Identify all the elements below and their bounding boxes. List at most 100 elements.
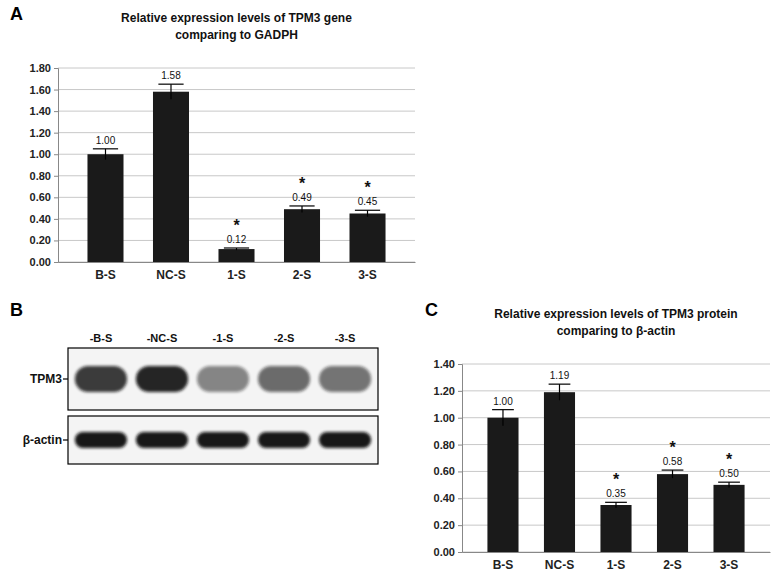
panel-label: B <box>10 300 23 320</box>
tick-mark <box>458 471 462 472</box>
tick-mark <box>54 133 58 134</box>
tick: NC-S <box>156 262 185 282</box>
tick-mark <box>54 154 58 155</box>
tick: 0.60 <box>434 465 462 477</box>
error-stem <box>367 210 368 216</box>
blot-band <box>258 366 310 392</box>
blot-band <box>319 432 371 448</box>
blot-band <box>258 432 310 448</box>
y-axis: 0.000.200.400.600.801.001.201.401.601.80 <box>30 62 59 268</box>
bar <box>284 209 320 262</box>
tick: 1.00 <box>30 148 58 160</box>
significance-mark: * <box>726 451 733 468</box>
chart-title: comparing to β-actin <box>557 324 676 338</box>
grid-line <box>58 132 415 133</box>
data-label: 1.00 <box>96 135 116 146</box>
chart-title: Relative expression levels of TPM3 prote… <box>494 307 737 321</box>
error-stem <box>615 502 616 507</box>
tick: 0.80 <box>30 170 58 182</box>
error-stem <box>728 482 729 487</box>
error-cap <box>549 384 571 385</box>
data-label: 1.19 <box>550 370 570 381</box>
tick: 1.40 <box>434 358 462 370</box>
significance-mark: * <box>613 471 620 488</box>
blot-strip <box>68 416 378 464</box>
row-label: β-actin <box>23 433 62 447</box>
error-bar <box>158 84 183 99</box>
error-cap <box>718 482 740 483</box>
x-axis: B-SNC-S1-S2-S3-S <box>59 262 416 282</box>
tick-label: 1.20 <box>434 385 455 397</box>
data-label: 0.49 <box>292 192 312 203</box>
blot-strip <box>68 348 378 410</box>
error-stem <box>559 384 560 400</box>
tick: 2-S <box>293 262 312 282</box>
tick: B-S <box>493 552 514 572</box>
blot-band <box>75 432 127 448</box>
bar <box>87 154 123 262</box>
data-label: 1.58 <box>161 70 181 81</box>
tick-mark <box>458 364 462 365</box>
tick-label: B-S <box>493 558 514 572</box>
tick: 1.20 <box>434 385 462 397</box>
error-bar <box>93 149 118 160</box>
bar <box>544 392 575 552</box>
tick: 1.60 <box>30 84 58 96</box>
significance-mark: * <box>233 217 240 234</box>
error-bar <box>355 210 380 216</box>
tick-label: NC-S <box>156 268 185 282</box>
blot-band <box>136 366 188 392</box>
figure: 0.00 0.20 0.40 0.60 0.80 1.00 1.20 1.40 1.60 1.80… <box>0 0 780 576</box>
y-axis: 0.00 0.20 0.40 0.60 0.80 1.00 1.20 1.40 <box>434 358 463 558</box>
error-stem <box>170 84 171 99</box>
tick-mark <box>54 68 58 69</box>
chart-title: Relative expression levels of TPM3 gene <box>121 11 352 25</box>
tick: 0.60 <box>30 191 58 203</box>
grid-line <box>462 364 770 365</box>
error-bar <box>718 482 740 487</box>
error-bar <box>549 384 571 400</box>
lane-label: -NC-S <box>147 332 178 344</box>
significance-mark: * <box>364 179 371 196</box>
tick: NC-S <box>545 552 574 572</box>
tick: 0.80 <box>434 439 462 451</box>
blot-band <box>197 366 249 392</box>
axis-line <box>54 69 59 263</box>
panel-label: A <box>10 4 23 24</box>
tick-mark <box>54 90 58 91</box>
tick-label: 1.40 <box>434 358 455 370</box>
tick: 1.80 <box>30 62 58 74</box>
tick: 0.40 <box>434 492 462 504</box>
blot-band <box>319 366 371 392</box>
tick-label: 0.20 <box>434 519 455 531</box>
tick-label: 1.00 <box>434 412 455 424</box>
tick: 0.00 <box>434 546 462 558</box>
bar <box>600 505 631 552</box>
tick-mark <box>54 262 58 263</box>
tick-mark <box>458 418 462 419</box>
tick-mark <box>54 111 58 112</box>
tick-mark <box>458 525 462 526</box>
data-label: 0.35 <box>606 488 626 499</box>
blot-band <box>136 432 188 448</box>
tick-label: 0.00 <box>434 546 455 558</box>
bars <box>87 84 385 262</box>
tick-mark <box>458 552 462 553</box>
error-stem <box>672 470 673 478</box>
lane-label: -1-S <box>213 332 234 344</box>
background <box>0 0 780 576</box>
grid <box>462 364 770 552</box>
data-label: 0.58 <box>663 456 683 467</box>
chart-panel: 0.00 0.20 0.40 0.60 0.80 1.00 1.20 1.40 B-S NC-S 1… <box>425 300 771 572</box>
grid-line <box>462 390 770 391</box>
tick-label: B-S <box>95 268 116 282</box>
tick-label: NC-S <box>545 558 574 572</box>
grid-line <box>58 68 415 69</box>
bar <box>657 474 688 552</box>
error-cap <box>355 210 380 211</box>
lane-label: -3-S <box>335 332 356 344</box>
tick-mark <box>54 176 58 177</box>
tick-label: 2-S <box>293 268 312 282</box>
tick-label: 0.20 <box>30 234 51 246</box>
tick-label: 1.60 <box>30 84 51 96</box>
